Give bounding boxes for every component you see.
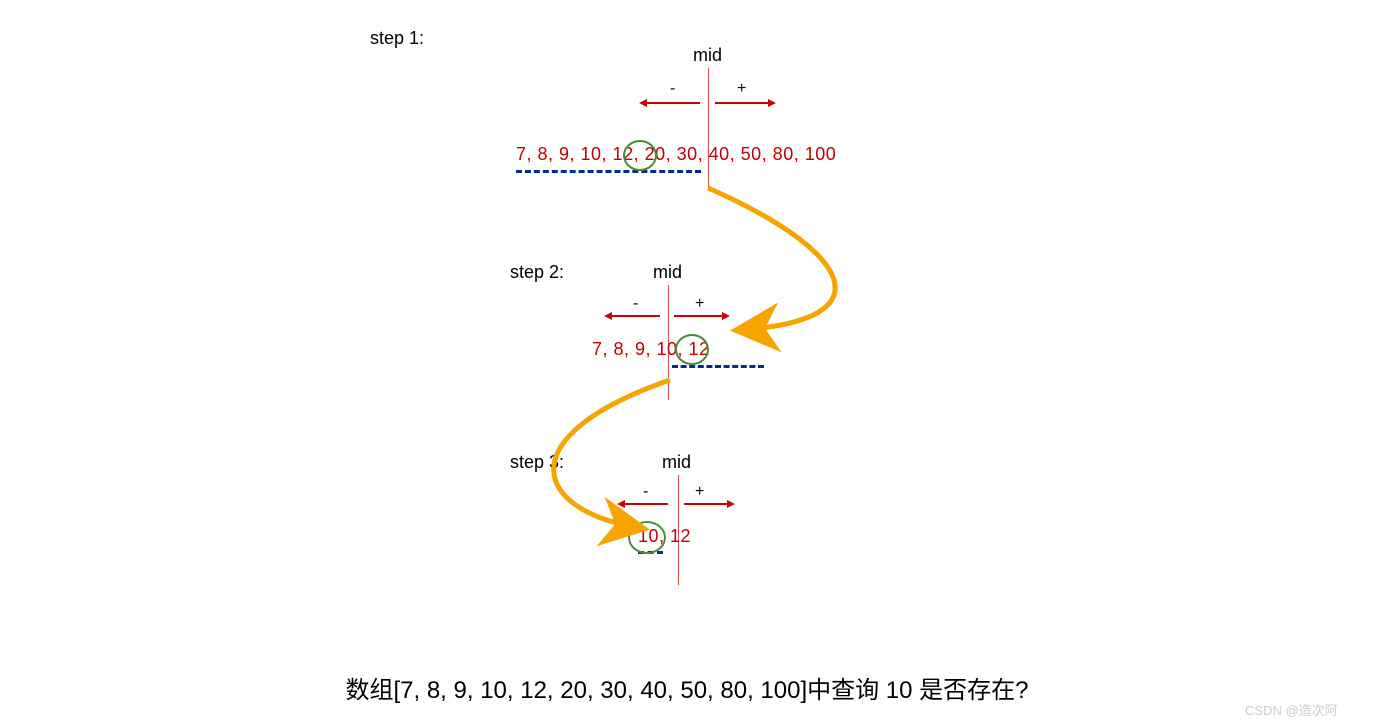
step3-mid-label: mid (662, 452, 691, 473)
step3-right-arrow (684, 503, 729, 505)
step2-right-arrow (674, 315, 724, 317)
step1-array: 7, 8, 9, 10, 12, 20, 30, 40, 50, 80, 100 (516, 144, 836, 165)
step1-right-arrow (715, 102, 770, 104)
step1-plus: + (737, 80, 746, 98)
step2-minus: - (633, 295, 638, 313)
step2-label: step 2: (510, 262, 564, 283)
step2-mid-label: mid (653, 262, 682, 283)
binary-search-diagram: step 1: mid - + 7, 8, 9, 10, 12, 20, 30,… (370, 20, 1010, 580)
step1-underline (516, 170, 701, 173)
step2-underline (672, 365, 764, 368)
step1-minus: - (670, 80, 675, 98)
step3-minus: - (643, 483, 648, 501)
step1-label: step 1: (370, 28, 424, 49)
curve-arrows (370, 20, 1010, 580)
step2-left-arrow (610, 315, 660, 317)
step3-left-arrow (623, 503, 668, 505)
caption-text: 数组[7, 8, 9, 10, 12, 20, 30, 40, 50, 80, … (0, 670, 1374, 705)
watermark: CSDN @造次阿 (1245, 700, 1338, 719)
step2-plus: + (695, 295, 704, 313)
step3-target-circle (628, 521, 666, 554)
step3-label: step 3: (510, 452, 564, 473)
step1-target-circle (623, 140, 657, 171)
step1-mid-line (708, 68, 709, 188)
step2-target-circle (675, 334, 709, 365)
step1-left-arrow (645, 102, 700, 104)
step1-mid-label: mid (693, 45, 722, 66)
step3-plus: + (695, 483, 704, 501)
